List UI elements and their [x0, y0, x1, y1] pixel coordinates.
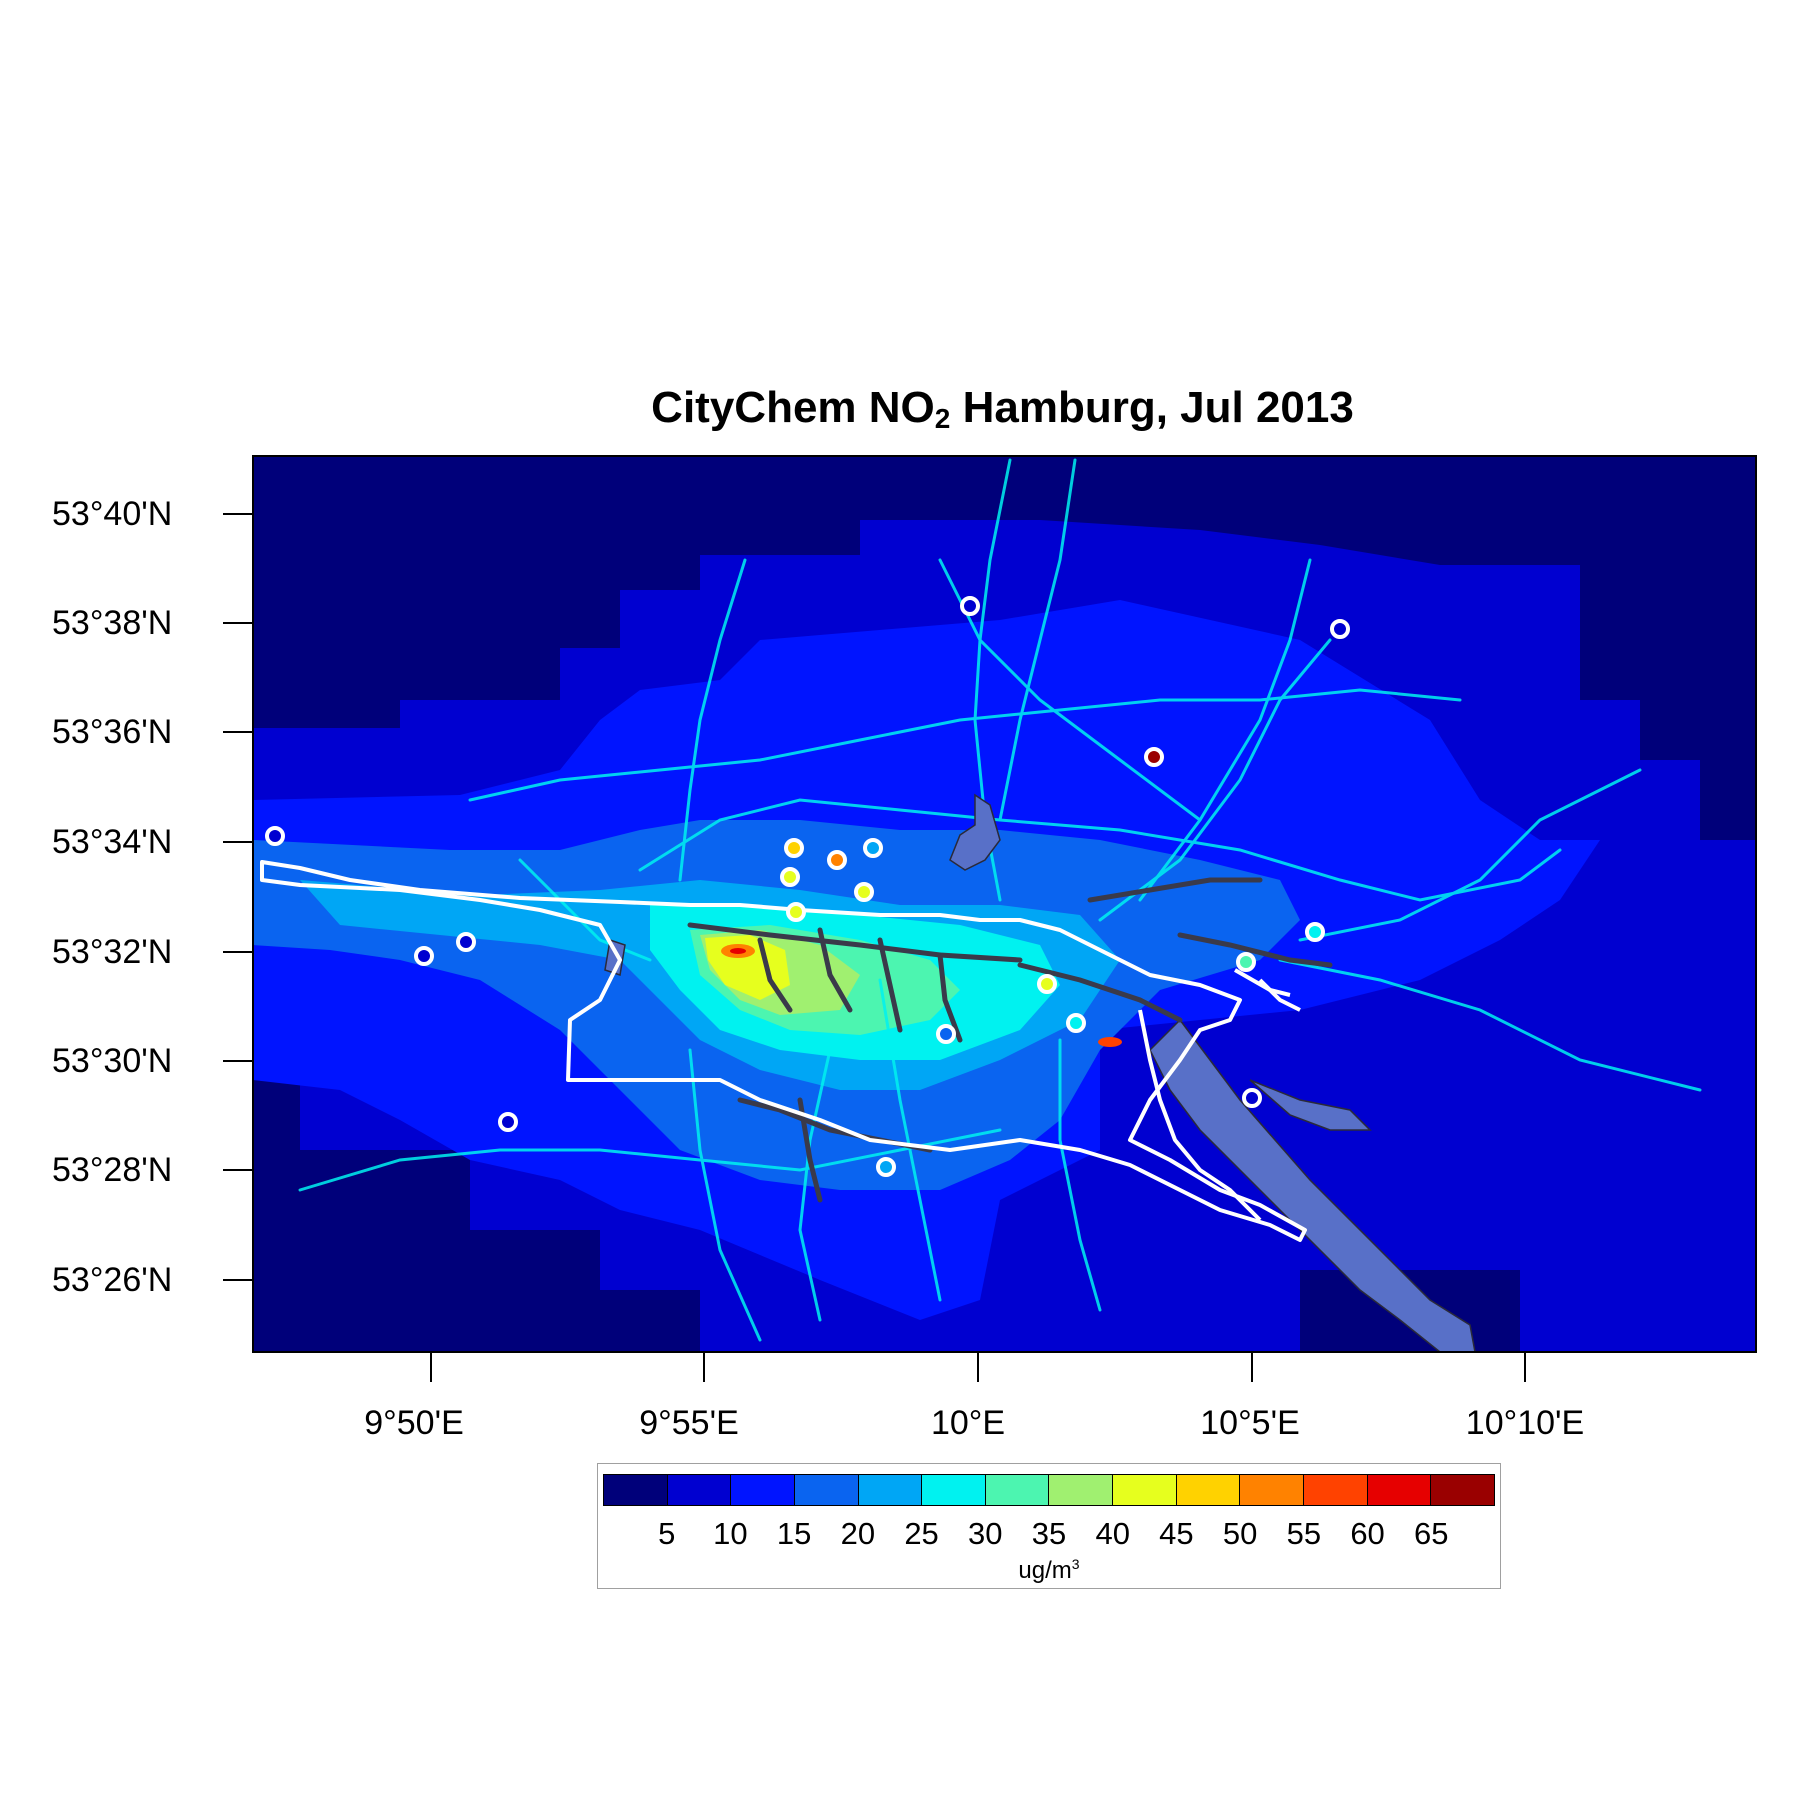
hotspot-red [730, 948, 746, 954]
station-marker[interactable] [780, 867, 800, 887]
colorbar-tick-label: 45 [1159, 1516, 1194, 1551]
station-marker[interactable] [1330, 619, 1350, 639]
colorbar-swatch [731, 1475, 795, 1505]
station-marker[interactable] [498, 1112, 518, 1132]
colorbar-swatch [1240, 1475, 1305, 1505]
station-marker[interactable] [960, 596, 980, 616]
station-marker[interactable] [1242, 1088, 1262, 1108]
title-suffix: Hamburg, Jul 2013 [950, 383, 1354, 432]
station-marker[interactable] [936, 1024, 956, 1044]
station-marker[interactable] [876, 1157, 896, 1177]
lat-label: 53°36'N [52, 713, 173, 751]
lat-label: 53°40'N [52, 495, 173, 533]
station-marker[interactable] [863, 838, 883, 858]
colorbar-tick-label: 5 [658, 1516, 676, 1551]
plot-frame [252, 455, 1757, 1353]
lat-label: 53°34'N [52, 823, 173, 861]
colorbar-swatch [1304, 1475, 1368, 1505]
colorbar [603, 1474, 1495, 1506]
station-marker[interactable] [786, 902, 806, 922]
port-highways [687, 877, 1333, 1203]
colorbar-swatch [667, 1475, 732, 1505]
map-title: CityChem NO2 Hamburg, Jul 2013 [250, 383, 1755, 435]
colorbar-tick-label: 55 [1286, 1516, 1322, 1551]
station-marker[interactable] [854, 882, 874, 902]
unit-label: ug/m [1018, 1557, 1072, 1584]
lat-label: 53°38'N [52, 604, 173, 642]
colorbar-swatch [1176, 1475, 1241, 1505]
station-marker[interactable] [414, 946, 434, 966]
water-bodies [604, 793, 1476, 1352]
colorbar-swatch [1431, 1475, 1494, 1505]
monitoring-stations [265, 596, 1350, 1177]
colorbar-tick-label: 25 [904, 1516, 939, 1551]
colorbar-tick-label: 40 [1095, 1516, 1130, 1551]
colorbar-swatch [1049, 1475, 1114, 1505]
colorbar-swatch [1367, 1475, 1432, 1505]
lon-label: 10°E [930, 1404, 1006, 1442]
colorbar-tick-label: 20 [840, 1516, 876, 1551]
colorbar-tick-label: 35 [1031, 1516, 1067, 1551]
colorbar-swatch [858, 1475, 923, 1505]
colorbar-tick-label: 10 [713, 1516, 748, 1551]
hotspot-east [1098, 1037, 1122, 1047]
lat-label: 53°26'N [52, 1261, 173, 1299]
colorbar-tick-label: 65 [1414, 1516, 1449, 1551]
colorbar-swatch [922, 1475, 986, 1505]
station-marker[interactable] [1066, 1013, 1086, 1033]
colorbar-tick-label: 50 [1222, 1516, 1258, 1551]
axis-ticks [223, 513, 1526, 1382]
map-plot-area [253, 456, 1756, 1352]
title-prefix: CityChem NO [651, 383, 935, 432]
colorbar-swatch [604, 1475, 668, 1505]
lon-label: 9°55'E [639, 1404, 739, 1442]
unit-superscript: 3 [1071, 1556, 1080, 1572]
colorbar-swatch [985, 1475, 1050, 1505]
station-marker[interactable] [265, 826, 285, 846]
station-marker[interactable] [456, 932, 476, 952]
station-marker[interactable] [827, 850, 847, 870]
colorbar-tick-label: 30 [968, 1516, 1003, 1551]
city-boundary [260, 860, 1307, 1242]
station-marker[interactable] [1037, 974, 1057, 994]
lon-label: 10°5'E [1200, 1404, 1300, 1442]
colorbar-tick-label: 60 [1350, 1516, 1385, 1551]
colorbar-tick-label: 15 [776, 1516, 812, 1551]
station-marker[interactable] [1236, 952, 1256, 972]
station-marker[interactable] [1144, 747, 1164, 767]
lat-label: 53°30'N [52, 1042, 173, 1080]
colorbar-legend: 5 10 15 20 25 30 35 40 45 50 55 60 65 ug/m3 [597, 1463, 1501, 1589]
colorbar-swatch [1113, 1475, 1177, 1505]
lon-label: 10°10'E [1465, 1404, 1585, 1442]
lat-label: 53°28'N [52, 1151, 173, 1189]
station-marker[interactable] [784, 838, 804, 858]
colorbar-unit: ug/m3 [598, 1556, 1500, 1585]
colorbar-swatch [794, 1475, 859, 1505]
lat-label: 53°32'N [52, 933, 173, 971]
lon-label: 9°50'E [364, 1404, 464, 1442]
title-subscript: 2 [934, 403, 951, 434]
station-marker[interactable] [1305, 922, 1325, 942]
